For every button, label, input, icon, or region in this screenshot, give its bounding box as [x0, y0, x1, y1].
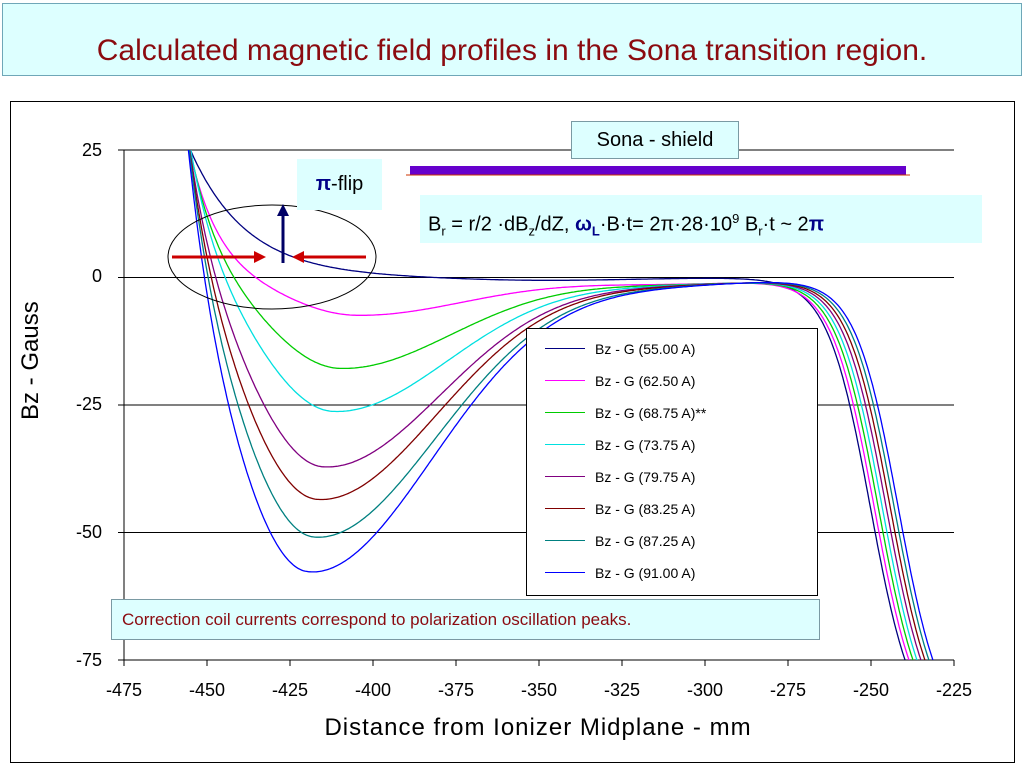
legend-swatch [545, 380, 585, 381]
formula-text: /dZ, [535, 213, 576, 236]
chart-legend: Bz - G (55.00 A) Bz - G (62.50 A) Bz - G… [526, 328, 818, 596]
legend-label: Bz - G (79.75 A) [595, 469, 696, 485]
formula-sup: 9 [732, 211, 740, 226]
formula-sub: L [591, 223, 600, 239]
correction-note: Correction coil currents correspond to p… [111, 599, 820, 640]
legend-label: Bz - G (55.00 A) [595, 341, 696, 357]
series-line [189, 150, 914, 660]
formula-text: ·t ~ 2 [762, 213, 809, 236]
formula-sub: r [758, 223, 763, 239]
series-line [189, 150, 922, 660]
x-tick-label: -475 [105, 680, 143, 700]
up-arrow-head [277, 204, 289, 216]
formula-sub: z [528, 223, 536, 239]
flip-region-ellipse [167, 204, 377, 310]
legend-label: Bz - G (62.50 A) [595, 373, 696, 389]
sona-shield-label: Sona - shield [571, 121, 739, 159]
x-tick-label: -350 [520, 680, 558, 700]
right-arrow-head [292, 251, 304, 263]
sona-shield-bar [410, 166, 906, 175]
y-tick-label: -75 [75, 650, 102, 670]
legend-item: Bz - G (62.50 A) [527, 371, 817, 391]
legend-swatch [545, 572, 585, 573]
y-tick-label: -25 [75, 394, 102, 414]
y-tick-label: -50 [75, 522, 102, 542]
x-tick-label: -400 [354, 680, 392, 700]
legend-label: Bz - G (83.25 A) [595, 501, 696, 517]
left-arrow-head [254, 251, 266, 263]
legend-swatch [545, 540, 585, 541]
series-line [188, 150, 910, 660]
omega-symbol: ω [575, 213, 592, 236]
x-tick-label: -375 [437, 680, 475, 700]
pi-flip-label: π-flip [297, 159, 382, 210]
formula-text: B [739, 213, 759, 236]
title-banner: Calculated magnetic field profiles in th… [2, 3, 1022, 76]
legend-label: Bz - G (73.75 A) [595, 437, 696, 453]
legend-label: Bz - G (91.00 A) [595, 565, 696, 581]
y-axis-label: Bz - Gauss [17, 301, 44, 420]
x-tick-label: -425 [271, 680, 309, 700]
legend-swatch [545, 508, 585, 509]
x-tick-label: -450 [188, 680, 226, 700]
x-tick-label: -275 [769, 680, 807, 700]
x-tick-label: -300 [686, 680, 724, 700]
legend-item: Bz - G (79.75 A) [527, 467, 817, 487]
formula-text: B [428, 213, 442, 236]
formula-text: = r/2 ·dB [445, 213, 529, 236]
legend-label: Bz - G (68.75 A)** [595, 405, 707, 421]
legend-item: Bz - G (83.25 A) [527, 499, 817, 519]
x-tick-label: -225 [935, 680, 973, 700]
formula-text: ·B·t= 2π·28·10 [599, 213, 733, 236]
legend-item: Bz - G (73.75 A) [527, 435, 817, 455]
legend-item: Bz - G (55.00 A) [527, 339, 817, 359]
legend-swatch [545, 476, 585, 477]
legend-item: Bz - G (68.75 A)** [527, 403, 817, 423]
slide-title: Calculated magnetic field profiles in th… [96, 34, 928, 67]
x-axis-label: Distance from Ionizer Midplane - mm [324, 714, 752, 741]
legend-item: Bz - G (91.00 A) [527, 563, 817, 583]
y-tick-label: 0 [91, 266, 102, 286]
pi-symbol: π [808, 213, 824, 236]
y-tick-label: 25 [81, 140, 102, 160]
x-tick-label: -325 [603, 680, 641, 700]
flip-text: -flip [331, 173, 364, 195]
pi-symbol: π [315, 173, 332, 195]
legend-swatch [545, 444, 585, 445]
series-line [190, 150, 918, 660]
legend-label: Bz - G (87.25 A) [595, 533, 696, 549]
formula-sub: r [441, 223, 446, 239]
legend-swatch [545, 348, 585, 349]
series-line [189, 150, 906, 660]
formula-box: Br = r/2 ·dBz/dZ, ωL·B·t= 2π·28·109 Br·t… [420, 195, 982, 243]
series-line [188, 150, 926, 660]
legend-item: Bz - G (87.25 A) [527, 531, 817, 551]
x-tick-label: -250 [852, 680, 890, 700]
legend-swatch [545, 412, 585, 413]
